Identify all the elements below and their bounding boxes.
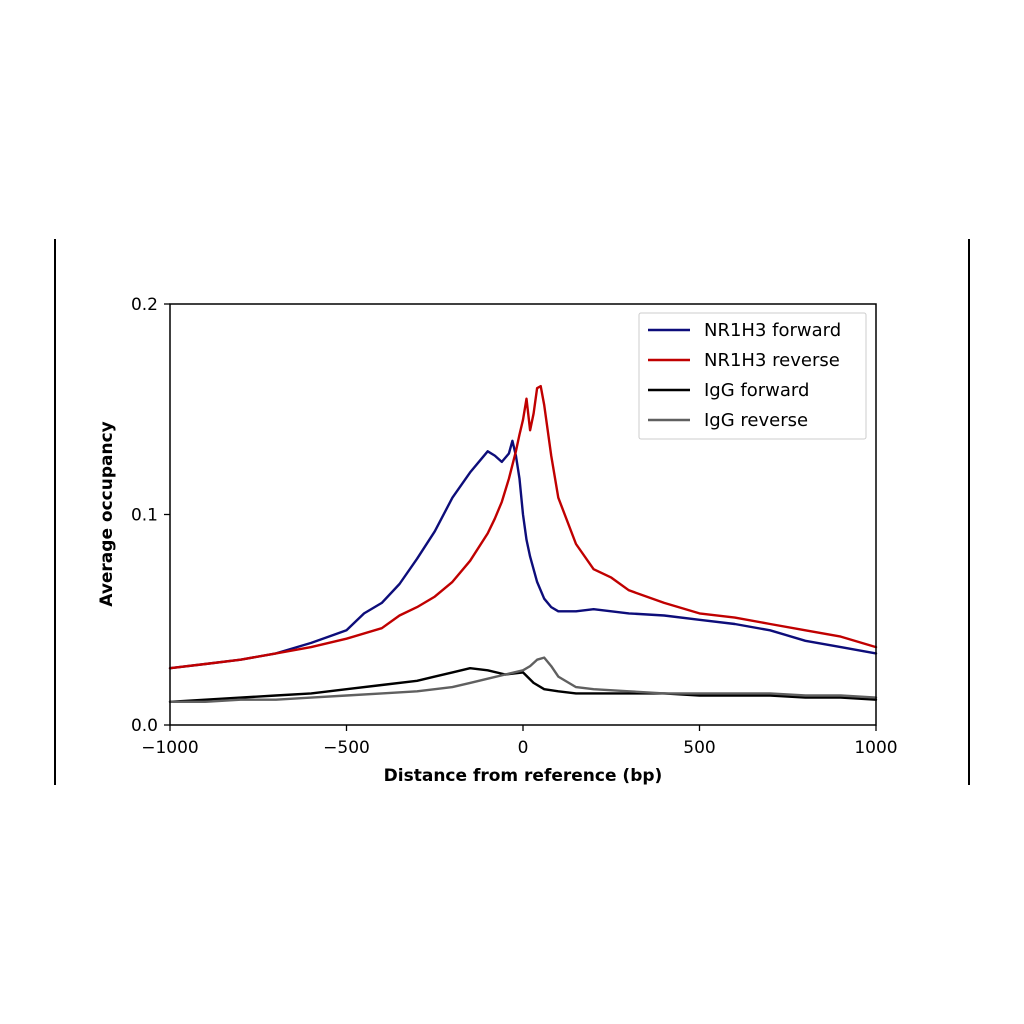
series-line-3	[168, 667, 878, 703]
legend-box	[638, 312, 867, 440]
y-tick-label: 0.2	[131, 295, 158, 315]
x-tick-label: 500	[683, 738, 715, 758]
x-tick-label: 1000	[854, 738, 897, 758]
legend-label: NR1H3 forward	[704, 320, 841, 341]
y-axis-title: Average occupancy	[97, 421, 117, 606]
legend-label: IgG forward	[704, 380, 809, 401]
legend: NR1H3 forward NR1H3 reverse IgG forward IgG…	[638, 312, 867, 440]
y-axis: 0.0 0.1 0.2	[131, 295, 170, 736]
x-tick-label: 0	[518, 738, 529, 758]
series-line-4	[168, 656, 878, 703]
legend-label: NR1H3 reverse	[704, 350, 840, 371]
x-axis: −1000 −500 0 500 1000	[141, 725, 898, 758]
x-axis-title: Distance from reference (bp)	[384, 766, 663, 786]
series-layer	[168, 384, 878, 703]
series-line-1	[168, 439, 878, 670]
x-tick-label: −500	[323, 738, 370, 758]
x-tick-label: −1000	[141, 738, 199, 758]
legend-label: IgG reverse	[704, 410, 808, 431]
legend-items: NR1H3 forward NR1H3 reverse IgG forward IgG…	[648, 320, 841, 431]
y-tick-label: 0.0	[131, 716, 158, 736]
y-tick-label: 0.1	[131, 506, 158, 526]
series-line-2	[168, 384, 878, 670]
